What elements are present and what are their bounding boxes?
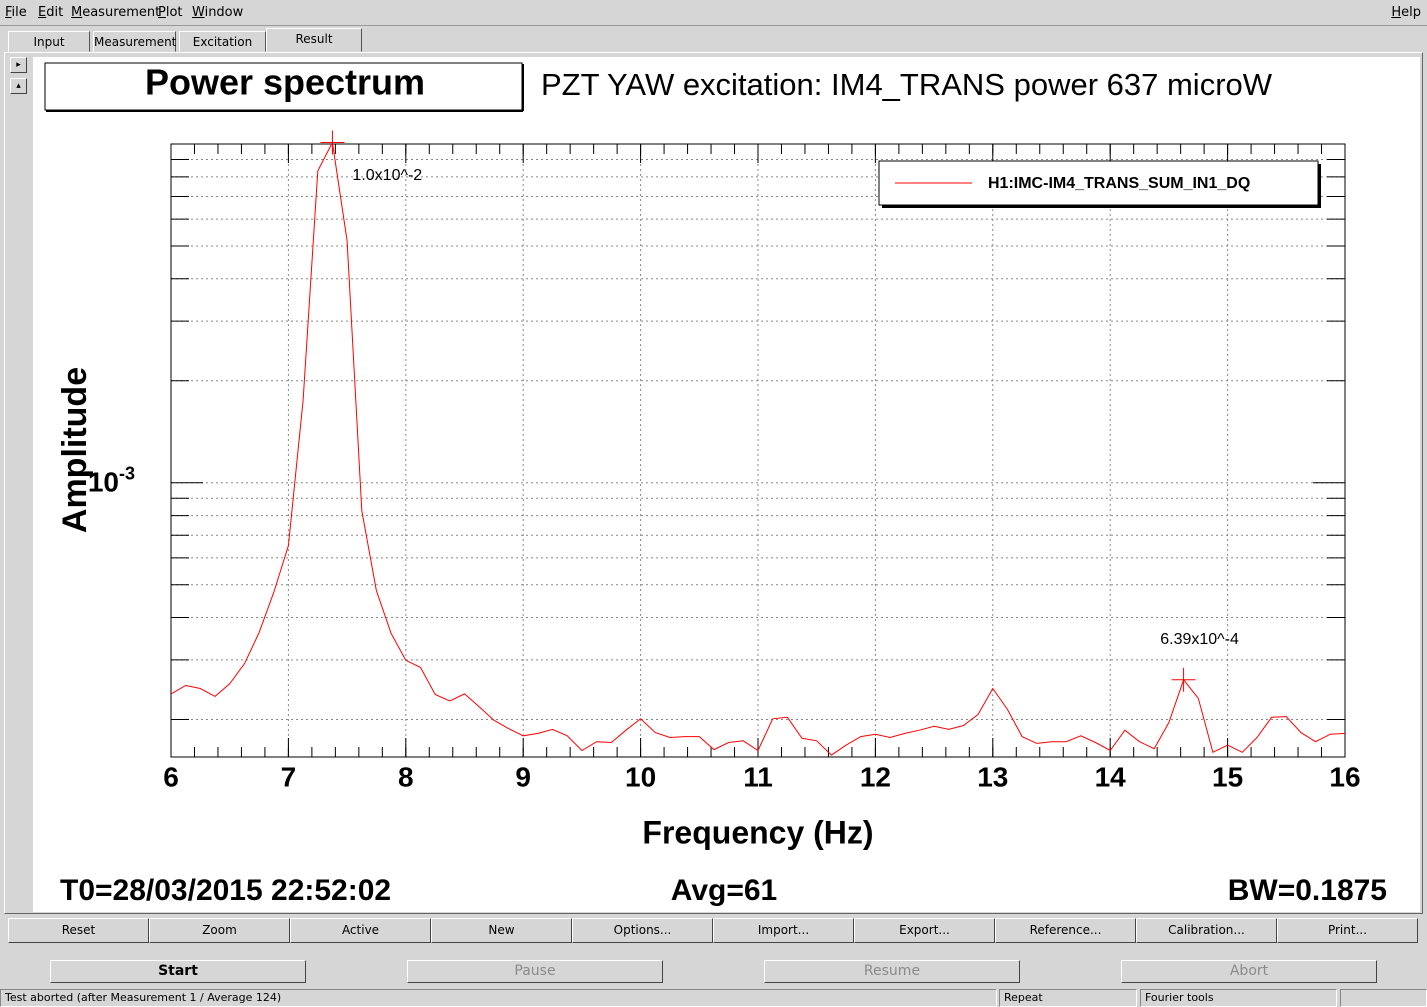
annotation-marker	[320, 130, 345, 155]
menu-bar: File Edit Measurement Plot Window Help	[0, 0, 1427, 26]
x-tick-label: 9	[515, 761, 531, 792]
tab-bar: Input Measurement Excitation Result	[0, 26, 1427, 54]
plot-button[interactable]: Import...	[713, 918, 854, 943]
plot-button[interactable]: Options...	[572, 918, 713, 943]
plot-pad: Power spectrum PZT YAW excitation: IM4_T…	[33, 57, 1420, 912]
scroll-up-button[interactable]: ▴	[10, 78, 27, 94]
tab[interactable]: Result	[266, 28, 362, 52]
chart-title: Power spectrum	[145, 62, 425, 103]
tab-panel	[4, 52, 1423, 914]
plot-button[interactable]: Reset	[8, 918, 149, 943]
annotation-label: 6.39x10^-4	[1160, 631, 1239, 648]
x-tick-label: 14	[1095, 761, 1127, 792]
x-tick-label: 6	[163, 761, 179, 792]
plot-button[interactable]: Reference...	[995, 918, 1136, 943]
status-repeat: Repeat	[999, 989, 1137, 1007]
title-box	[44, 62, 523, 111]
annotation-marker	[1171, 667, 1196, 692]
plot-button[interactable]: New	[431, 918, 572, 943]
x-tick-label: 12	[860, 761, 891, 792]
x-axis-label: Frequency (Hz)	[642, 814, 873, 850]
t0-label: T0=28/03/2015 22:52:02	[60, 874, 391, 907]
scroll-right-button[interactable]: ▸	[10, 57, 27, 73]
x-tick-label: 8	[398, 761, 414, 792]
chart-subtitle: PZT YAW excitation: IM4_TRANS power 637 …	[541, 67, 1273, 102]
control-button: Pause	[407, 960, 663, 983]
menu-item[interactable]: Measurement	[71, 5, 161, 20]
control-button-row: Start Pause Resume Abort	[0, 950, 1427, 986]
control-button: Abort	[1121, 960, 1377, 983]
tab[interactable]: Measurement	[93, 31, 176, 52]
bw-label: BW=0.1875	[1228, 874, 1387, 907]
menu-item[interactable]: Window	[192, 5, 244, 20]
menu-help[interactable]: Help	[1391, 5, 1421, 20]
plot-button[interactable]: Zoom	[149, 918, 290, 943]
legend-label: H1:IMC-IM4_TRANS_SUM_IN1_DQ	[988, 175, 1250, 192]
x-tick-label: 15	[1212, 761, 1243, 792]
x-tick-label: 11	[743, 761, 773, 792]
control-button: Resume	[764, 960, 1020, 983]
plot-button-row: Reset Zoom Active New Options... Import... Exp…	[0, 916, 1427, 946]
menu-item[interactable]: File	[5, 5, 27, 20]
plot-button[interactable]: Print...	[1277, 918, 1418, 943]
control-button[interactable]: Start	[50, 960, 306, 983]
x-tick-label: 7	[281, 761, 297, 792]
y-axis-label: Amplitude	[56, 367, 94, 533]
status-tools: Fourier tools	[1140, 989, 1337, 1007]
plot-button[interactable]: Export...	[854, 918, 995, 943]
y-tick-label: 10-3	[88, 463, 135, 498]
menu-item[interactable]: Edit	[38, 5, 64, 20]
x-tick-label: 13	[977, 761, 1008, 792]
series-line	[170, 140, 1346, 756]
y-tick-exponent: -3	[119, 463, 135, 483]
menu-item[interactable]: Plot	[158, 5, 183, 20]
avg-label: Avg=61	[671, 874, 777, 907]
plot-button[interactable]: Calibration...	[1136, 918, 1277, 943]
y-tick-base: 10	[88, 467, 119, 498]
tab[interactable]: Input	[8, 31, 90, 52]
tab[interactable]: Excitation	[179, 31, 266, 52]
status-empty	[1340, 989, 1427, 1007]
x-tick-label: 16	[1329, 761, 1360, 792]
plot-button[interactable]: Active	[290, 918, 431, 943]
status-message: Test aborted (after Measurement 1 / Aver…	[0, 989, 997, 1007]
x-tick-label: 10	[625, 761, 656, 792]
annotation-label: 1.0x10^-2	[352, 167, 422, 184]
